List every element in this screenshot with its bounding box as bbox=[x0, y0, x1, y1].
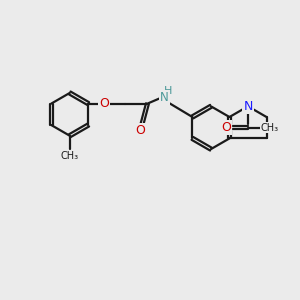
Text: H: H bbox=[164, 86, 172, 96]
Text: O: O bbox=[136, 124, 146, 137]
Text: CH₃: CH₃ bbox=[261, 123, 279, 133]
Text: N: N bbox=[243, 100, 253, 113]
Text: N: N bbox=[160, 91, 169, 103]
Text: O: O bbox=[99, 97, 109, 110]
Text: CH₃: CH₃ bbox=[61, 151, 79, 160]
Text: O: O bbox=[221, 121, 231, 134]
